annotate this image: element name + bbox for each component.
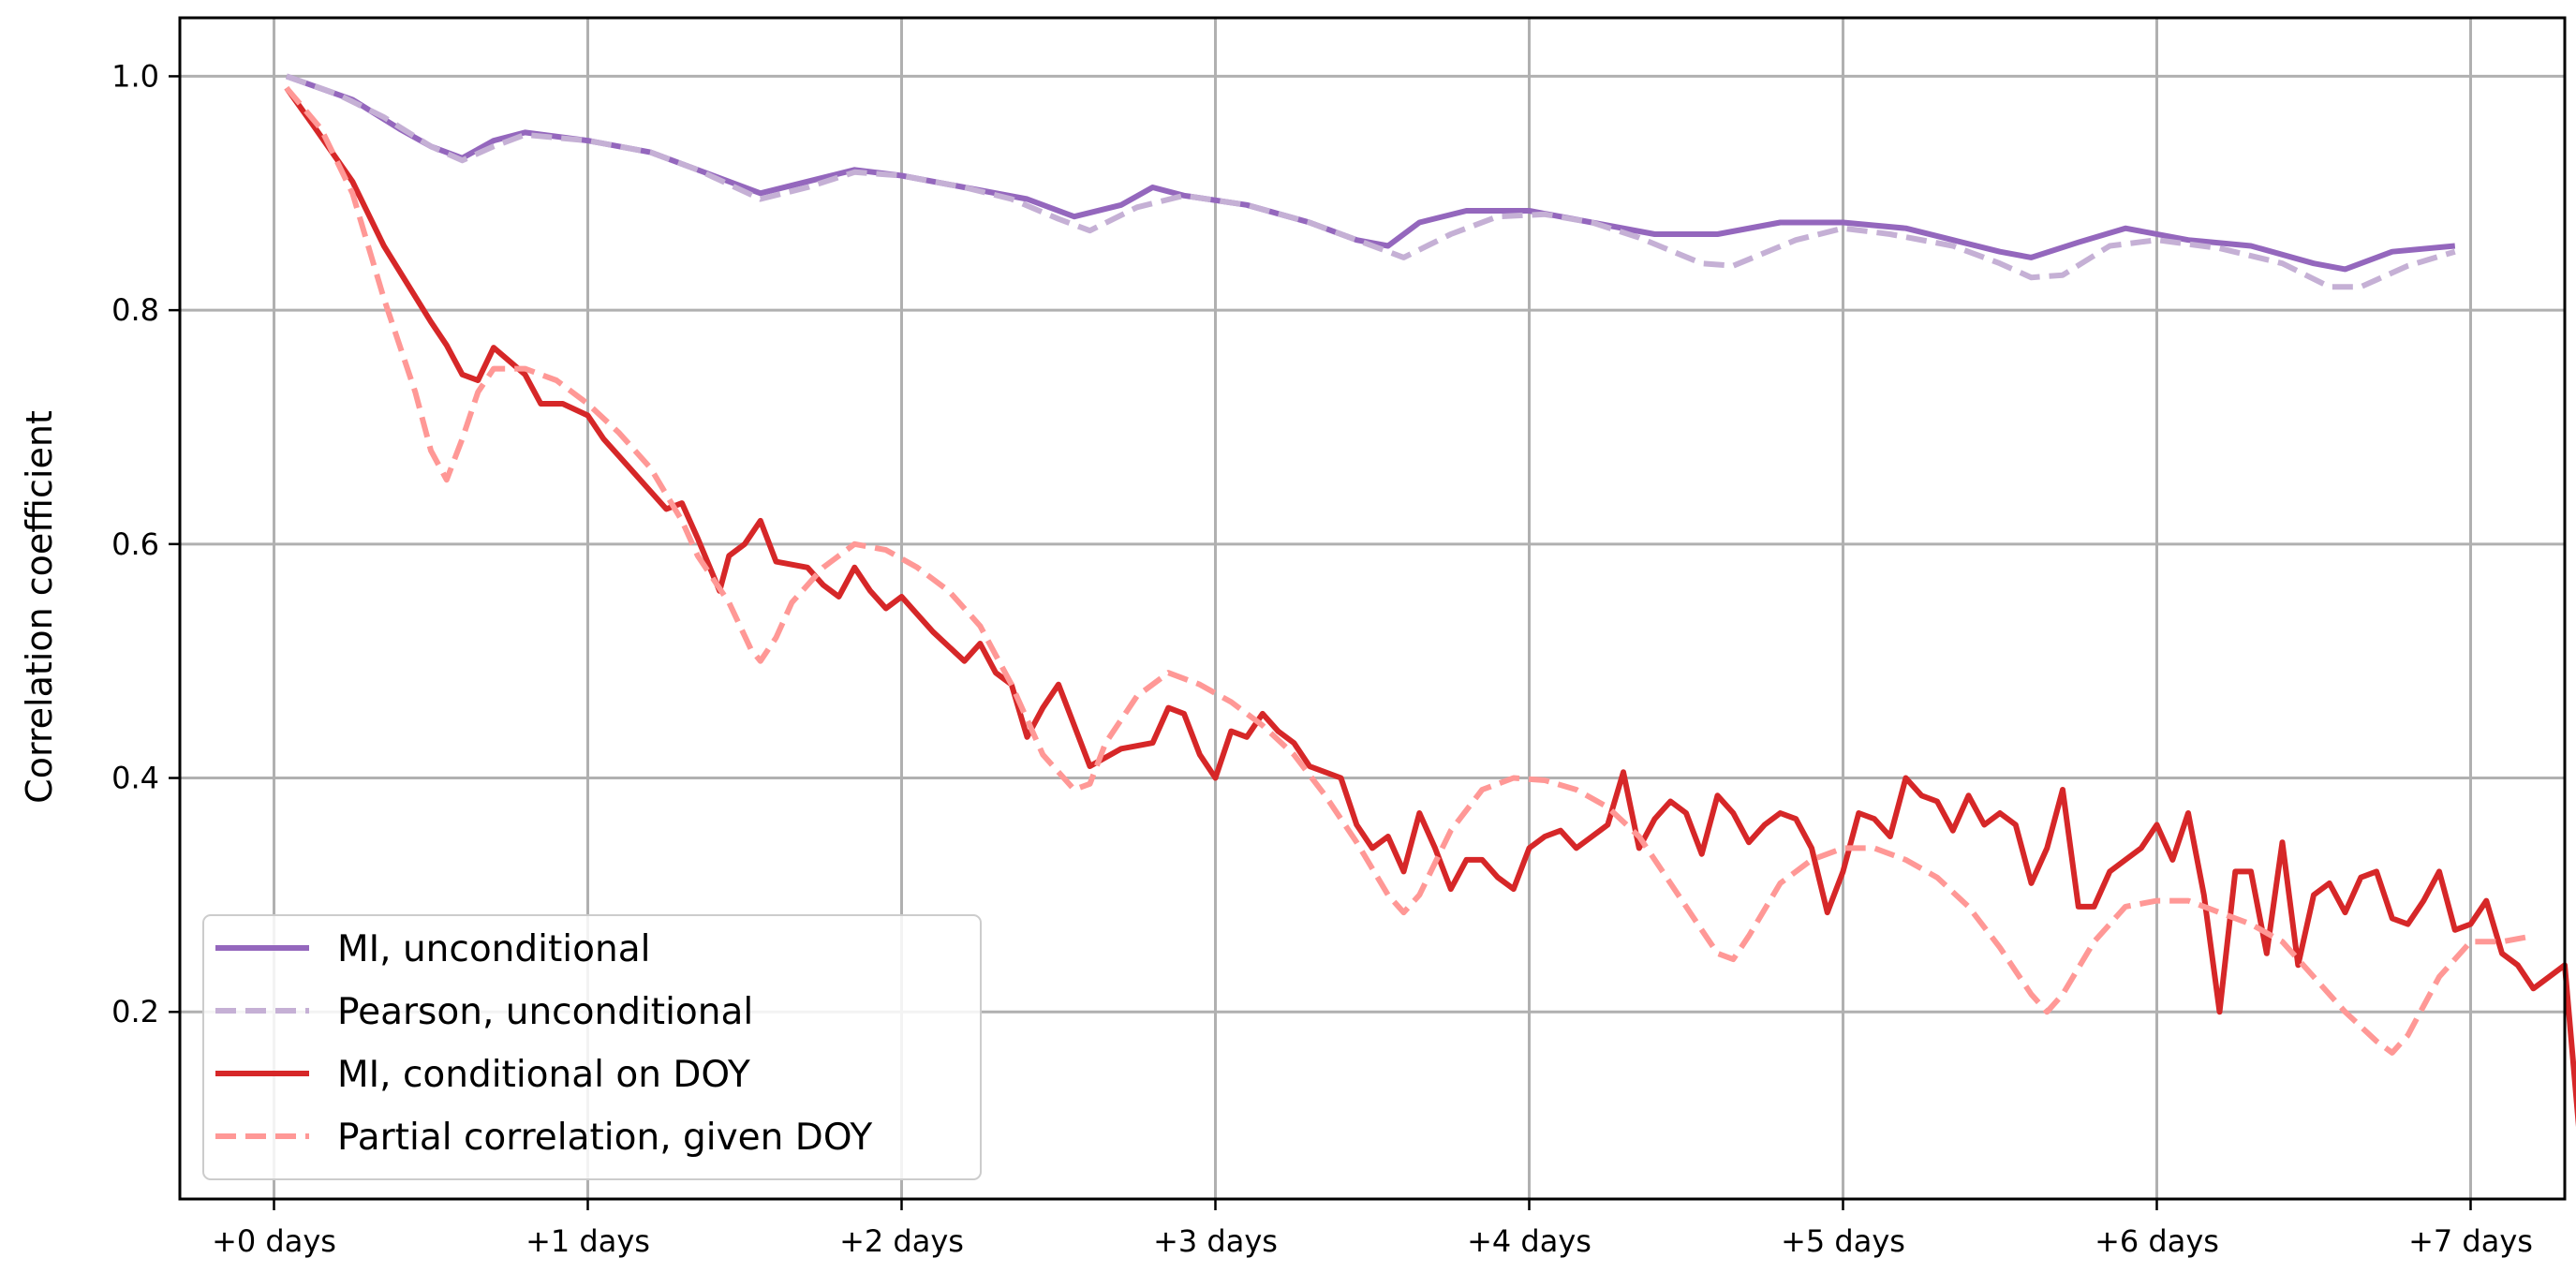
legend: MI, unconditional Pearson, unconditional M… <box>202 914 982 1180</box>
y-tick-labels: 0.2 0.4 0.6 0.8 1.0 <box>111 58 159 1029</box>
x-tick-label: +5 days <box>1781 1223 1905 1259</box>
y-tick-label: 0.6 <box>111 526 159 562</box>
x-tick-label: +7 days <box>2408 1223 2533 1259</box>
x-tick-label: +2 days <box>839 1223 964 1259</box>
x-tick-label: +4 days <box>1467 1223 1591 1259</box>
legend-label-1: Pearson, unconditional <box>337 991 753 1033</box>
y-tick-label: 1.0 <box>111 58 159 94</box>
y-tick-label: 0.2 <box>111 994 159 1029</box>
legend-label-2: MI, conditional on DOY <box>337 1054 750 1096</box>
x-tick-label: +6 days <box>2095 1223 2219 1259</box>
x-tick-label: +0 days <box>212 1223 336 1259</box>
series-line-2 <box>284 86 2576 1128</box>
y-axis-label: Correlation coefficient <box>19 410 60 804</box>
series-lines <box>284 73 2576 1128</box>
x-tick-label: +3 days <box>1153 1223 1278 1259</box>
x-tick-label: +1 days <box>526 1223 650 1259</box>
grid-lines <box>180 18 2565 1199</box>
legend-label-3: Partial correlation, given DOY <box>337 1117 872 1159</box>
legend-label-0: MI, unconditional <box>337 928 650 970</box>
x-tick-labels: +0 days +1 days +2 days +3 days +4 days +5 da… <box>212 1223 2533 1259</box>
legend-box <box>202 914 982 1180</box>
y-tick-label: 0.8 <box>111 292 159 328</box>
series-line-3 <box>284 85 2535 1056</box>
plot-frame <box>178 16 2567 1201</box>
series-line-0 <box>285 73 2456 273</box>
tick-marks <box>169 75 2472 1210</box>
series-line-1 <box>285 73 2456 290</box>
y-tick-label: 0.4 <box>111 761 159 796</box>
